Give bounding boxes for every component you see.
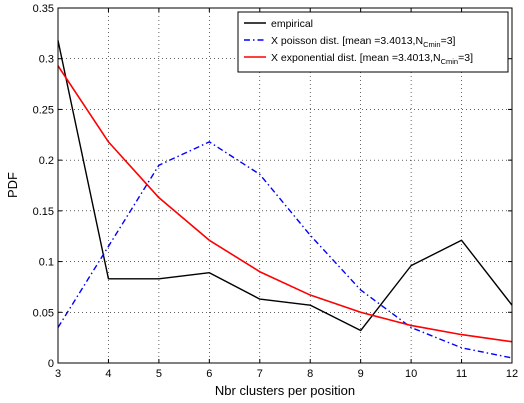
x-tick-label: 7: [257, 368, 263, 380]
x-axis-label: Nbr clusters per position: [215, 383, 355, 398]
y-tick-labels: 0 0.05 0.1 0.15 0.2 0.25 0.3 0.35: [33, 3, 54, 370]
y-tick-label: 0.2: [39, 155, 54, 167]
y-tick-label: 0.15: [33, 206, 54, 218]
y-axis-label: PDF: [5, 172, 20, 198]
x-tick-label: 11: [456, 368, 467, 380]
x-tick-label: 5: [156, 368, 162, 380]
series-line-2: [57, 141, 513, 359]
x-tick-label: 10: [405, 368, 417, 380]
legend-label-3: X exponential dist. [mean =3.4013,NCmin=…: [271, 52, 473, 66]
y-tick-label: 0.1: [39, 257, 54, 269]
axes-box: [57, 7, 513, 364]
x-tick-labels: 3 4 5 6 7 8 9 10 11 12: [55, 368, 518, 380]
ticks: [57, 7, 513, 364]
legend-box: [237, 11, 509, 73]
series-line-1: [57, 40, 513, 332]
y-tick-label: 0: [48, 358, 54, 370]
series-line-3: [57, 65, 513, 343]
x-tick-label: 3: [55, 368, 61, 380]
x-tick-label: 4: [105, 368, 111, 380]
x-tick-label: 6: [206, 368, 212, 380]
legend-label-2: X poisson dist. [mean =3.4013,NCmin=3]: [271, 35, 456, 49]
y-tick-label: 0.35: [33, 3, 54, 15]
legend: empirical X poisson dist. [mean =3.4013,N…: [237, 11, 509, 73]
y-tick-label: 0.25: [33, 104, 54, 116]
x-tick-label: 8: [307, 368, 313, 380]
y-tick-label: 0.05: [33, 307, 54, 319]
series-layer: [57, 40, 513, 359]
x-tick-label: 9: [358, 368, 364, 380]
y-tick-label: 0.3: [39, 54, 54, 66]
x-tick-label: 12: [506, 368, 518, 380]
legend-label-1: empirical: [271, 18, 313, 30]
